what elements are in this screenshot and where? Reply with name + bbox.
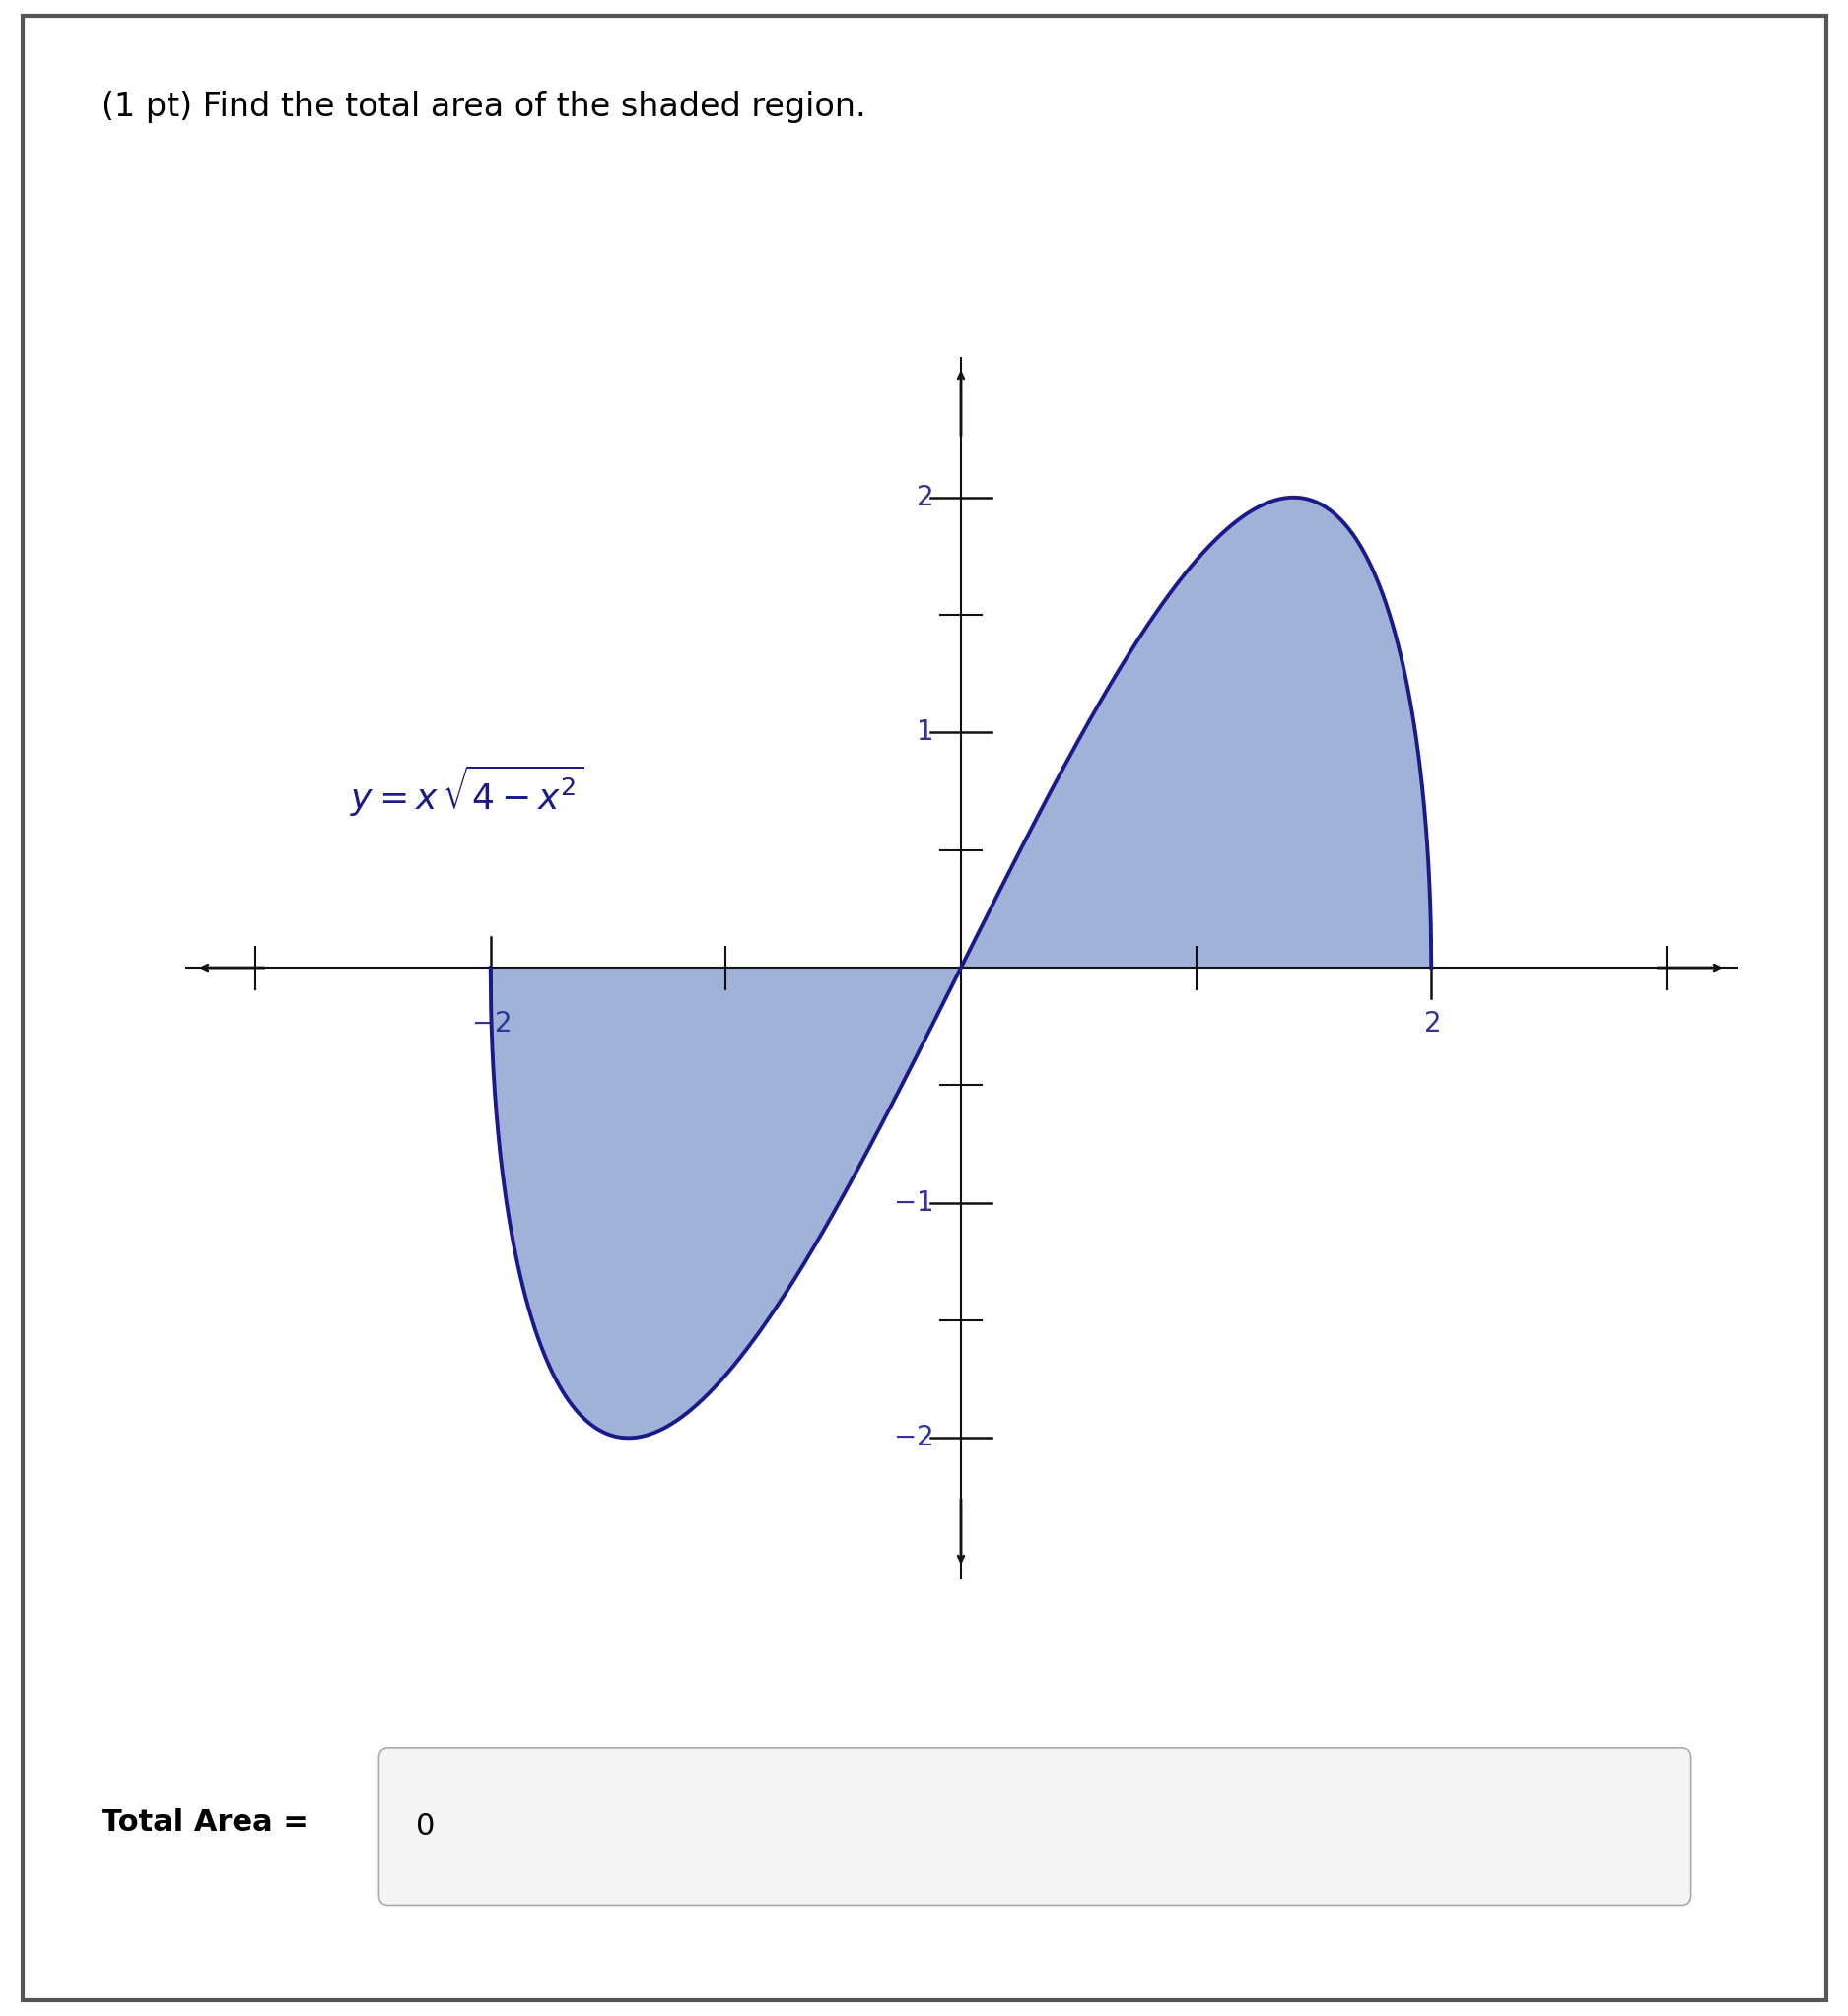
Text: $y = x\,\sqrt{4 - x^2}$: $y = x\,\sqrt{4 - x^2}$ (349, 764, 584, 818)
Text: $-2$: $-2$ (471, 1010, 510, 1038)
Text: $1$: $1$ (917, 720, 933, 746)
Text: Total Area =: Total Area = (102, 1808, 320, 1837)
Text: $2$: $2$ (1423, 1010, 1440, 1038)
Text: $-1$: $-1$ (893, 1189, 933, 1216)
Text: 0: 0 (416, 1812, 434, 1841)
Text: $2$: $2$ (917, 484, 933, 512)
Text: $-2$: $-2$ (893, 1423, 933, 1452)
Text: (1 pt) Find the total area of the shaded region.: (1 pt) Find the total area of the shaded… (102, 91, 867, 123)
